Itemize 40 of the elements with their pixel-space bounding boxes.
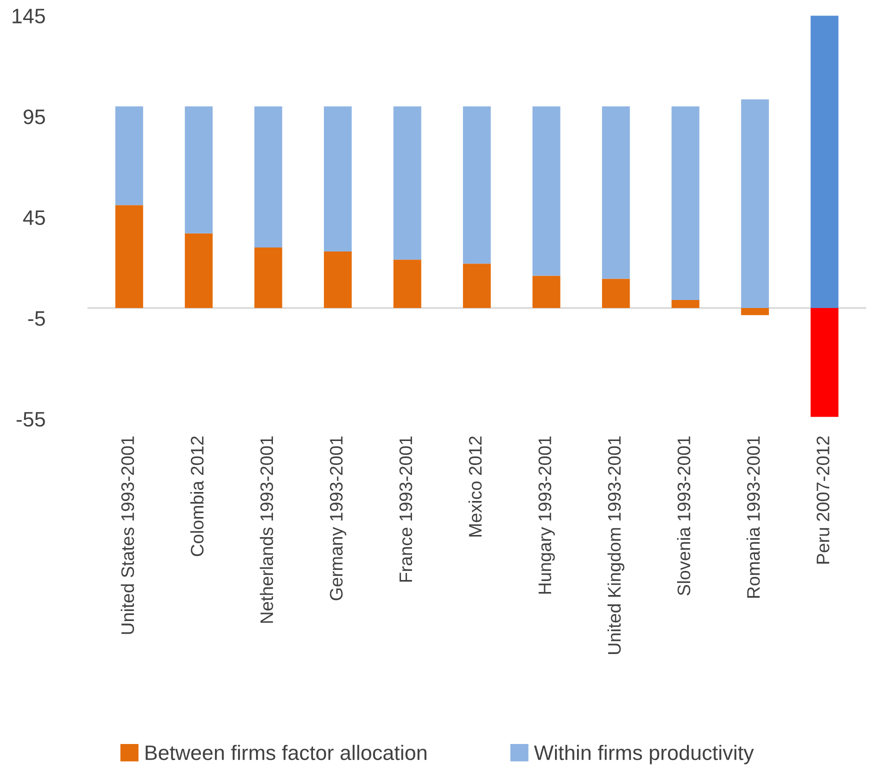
bar bbox=[462, 106, 491, 264]
bar bbox=[602, 106, 630, 279]
bar bbox=[602, 278, 630, 308]
bar bbox=[393, 106, 422, 260]
x-tick-label: United States 1993-2001 bbox=[120, 436, 134, 634]
bar bbox=[184, 233, 213, 308]
bar bbox=[254, 248, 282, 308]
bar bbox=[462, 264, 491, 308]
y-tick-label: -5 bbox=[28, 311, 45, 326]
x-tick-label: Germany 1993-2001 bbox=[330, 436, 346, 600]
x-tick-label: Slovenia 1993-2001 bbox=[677, 436, 690, 596]
bar bbox=[672, 106, 700, 300]
bar bbox=[324, 106, 352, 252]
bar bbox=[532, 106, 560, 276]
bar bbox=[672, 300, 700, 308]
bar bbox=[115, 205, 144, 308]
x-tick-label: Mexico 2012 bbox=[468, 436, 482, 536]
bar bbox=[810, 308, 838, 417]
y-tick-label: 45 bbox=[23, 210, 45, 226]
bar bbox=[115, 106, 144, 206]
bar bbox=[393, 260, 422, 308]
y-tick-label: 95 bbox=[24, 109, 45, 124]
bar bbox=[810, 16, 838, 308]
x-tick-label: Peru 2007-2012 bbox=[816, 436, 830, 564]
bar bbox=[324, 252, 352, 308]
x-tick-label: Romania 1993-2001 bbox=[746, 436, 760, 598]
y-tick-label: 145 bbox=[12, 8, 45, 24]
x-tick-label: United Kingdom 1993-2001 bbox=[608, 436, 624, 654]
x-tick-label: Colombia 2012 bbox=[190, 436, 204, 556]
bar bbox=[741, 99, 769, 308]
x-tick-label: Hungary 1993-2001 bbox=[538, 436, 555, 594]
x-tick-label: Netherlands 1993-2001 bbox=[260, 436, 274, 623]
x-tick-label: France 1993-2001 bbox=[399, 436, 412, 582]
y-tick-label: -55 bbox=[16, 412, 45, 427]
bar bbox=[741, 308, 769, 316]
bar bbox=[254, 106, 282, 248]
bar bbox=[184, 106, 213, 234]
bar bbox=[532, 276, 560, 308]
legend-label: Within firms productivity bbox=[534, 744, 754, 764]
legend-label: Between firms factor allocation bbox=[146, 744, 426, 760]
